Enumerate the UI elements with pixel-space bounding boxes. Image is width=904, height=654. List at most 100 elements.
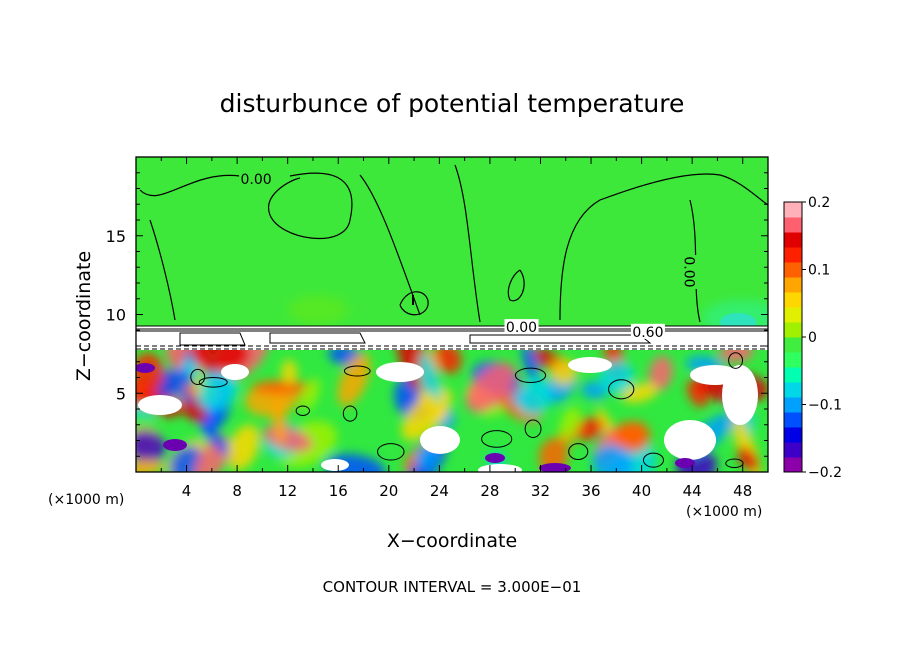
out-of-range-region [321,459,349,471]
contour-interval-text: CONTOUR INTERVAL = 3.000E−01 [323,578,582,596]
x-tick-label: 48 [733,482,752,500]
y-axis: 5 10 15 [106,172,768,457]
contour-label-bg [504,319,539,335]
contour-line [179,332,652,346]
chart-title: disturbunce of potential temperature [220,89,685,118]
turbulence-blob [251,380,312,395]
colorbar-swatch [784,382,802,398]
contour-line [377,443,405,461]
x-tick-label: 32 [531,482,550,500]
contour-line [725,458,744,469]
contour-line [190,368,206,385]
contour-label: 0.00 [506,320,537,336]
colorbar-swatch [784,457,802,473]
colorbar: 0.2 0.1 0 −0.1 −0.2 [783,195,842,481]
contour-label-bg [630,323,665,339]
min-value-region [485,453,505,463]
x-tick-label: 28 [480,482,499,500]
colorbar-swatch [784,277,802,293]
colorbar-swatch [784,217,802,233]
colorbar-swatch [784,247,802,263]
y-tick-label: 10 [106,306,126,325]
colorbar-swatch [784,397,802,413]
colorbar-swatch [784,232,802,248]
turbulence-blob [581,381,608,400]
out-of-range-region [376,362,424,382]
turbulence-blob [559,406,581,441]
colorbar-swatch [784,262,802,278]
colorbar-tick-label: 0.2 [808,195,830,211]
turbulence-blob [434,350,462,374]
out-of-range-region [221,364,249,380]
y-axis-label: Z−coordinate [73,251,95,381]
turbulence-blob [301,378,320,411]
colorbar-swatch [784,367,802,383]
out-of-range-region [664,420,716,460]
y-tick-label: 15 [106,227,126,246]
out-of-range-region [568,357,612,373]
colorbar-swatch [784,307,802,323]
upper-layer-patch [288,295,348,325]
turbulence-blob [136,352,164,395]
turbulence-blob [418,352,441,412]
x-axis-label: X−coordinate [387,530,517,552]
x-unit-right: (×1000 m) [686,504,762,520]
plot-area [136,157,768,472]
turbulence-blob [281,359,297,385]
colorbar-swatch [784,442,802,458]
contour-label: 0.00 [681,256,697,287]
colorbar-tick-label: −0.2 [808,465,842,481]
out-of-range-region [478,464,522,472]
x-axis: 4 8 12 16 20 24 28 32 36 40 44 48 [160,157,752,500]
y-tick-label: 5 [116,384,126,403]
out-of-range-region [138,395,182,415]
turbulence-blob [272,394,287,445]
min-value-region [675,458,695,468]
out-of-range-region [420,426,460,454]
colorbar-swatch [784,352,802,368]
out-of-range-region [690,365,740,385]
x-unit-left: (×1000 m) [48,492,124,508]
colorbar-tick-label: −0.1 [808,398,842,414]
min-value-region [539,463,571,472]
contour-line [728,352,744,369]
turbulence-blob [719,350,754,363]
turbulence-blob [737,446,759,472]
turbulence-blob [191,350,250,373]
contour-line [342,405,358,422]
turbulence-blob [621,383,659,403]
colorbar-swatch [784,202,802,218]
x-tick-label: 8 [232,482,242,500]
lower-turbulent-layer [136,350,768,472]
turbulence-blob [517,376,552,417]
colorbar-swatch [784,292,802,308]
colorbar-swatch [784,337,802,353]
contour-line [198,376,228,388]
contour-line [481,430,513,448]
colorbar-tick-label: 0.1 [808,263,830,279]
x-tick-label: 4 [182,482,192,500]
contour-line [608,379,635,400]
contour-label: 0.00 [240,172,271,188]
colorbar-swatch [784,412,802,428]
x-tick-label: 44 [683,482,702,500]
x-tick-label: 40 [632,482,651,500]
turbulence-blob [466,362,516,413]
turbulence-blob [686,379,708,408]
turbulence-blob [181,400,208,423]
contour-line [343,365,371,377]
contour-label: 0.60 [632,325,663,341]
inversion-band [136,326,768,352]
turbulence-blob [591,443,633,472]
turbulence-blob [574,417,605,441]
turbulence-blob [521,350,539,382]
contour-line [524,419,542,438]
turbulence-blob [612,421,646,449]
min-value-region [136,363,155,373]
turbulence-blob [136,429,167,463]
colorbar-tick-label: 0 [808,330,817,346]
turbulence-blob [418,390,447,420]
colorbar-swatch [784,427,802,443]
contour-line [514,367,547,384]
